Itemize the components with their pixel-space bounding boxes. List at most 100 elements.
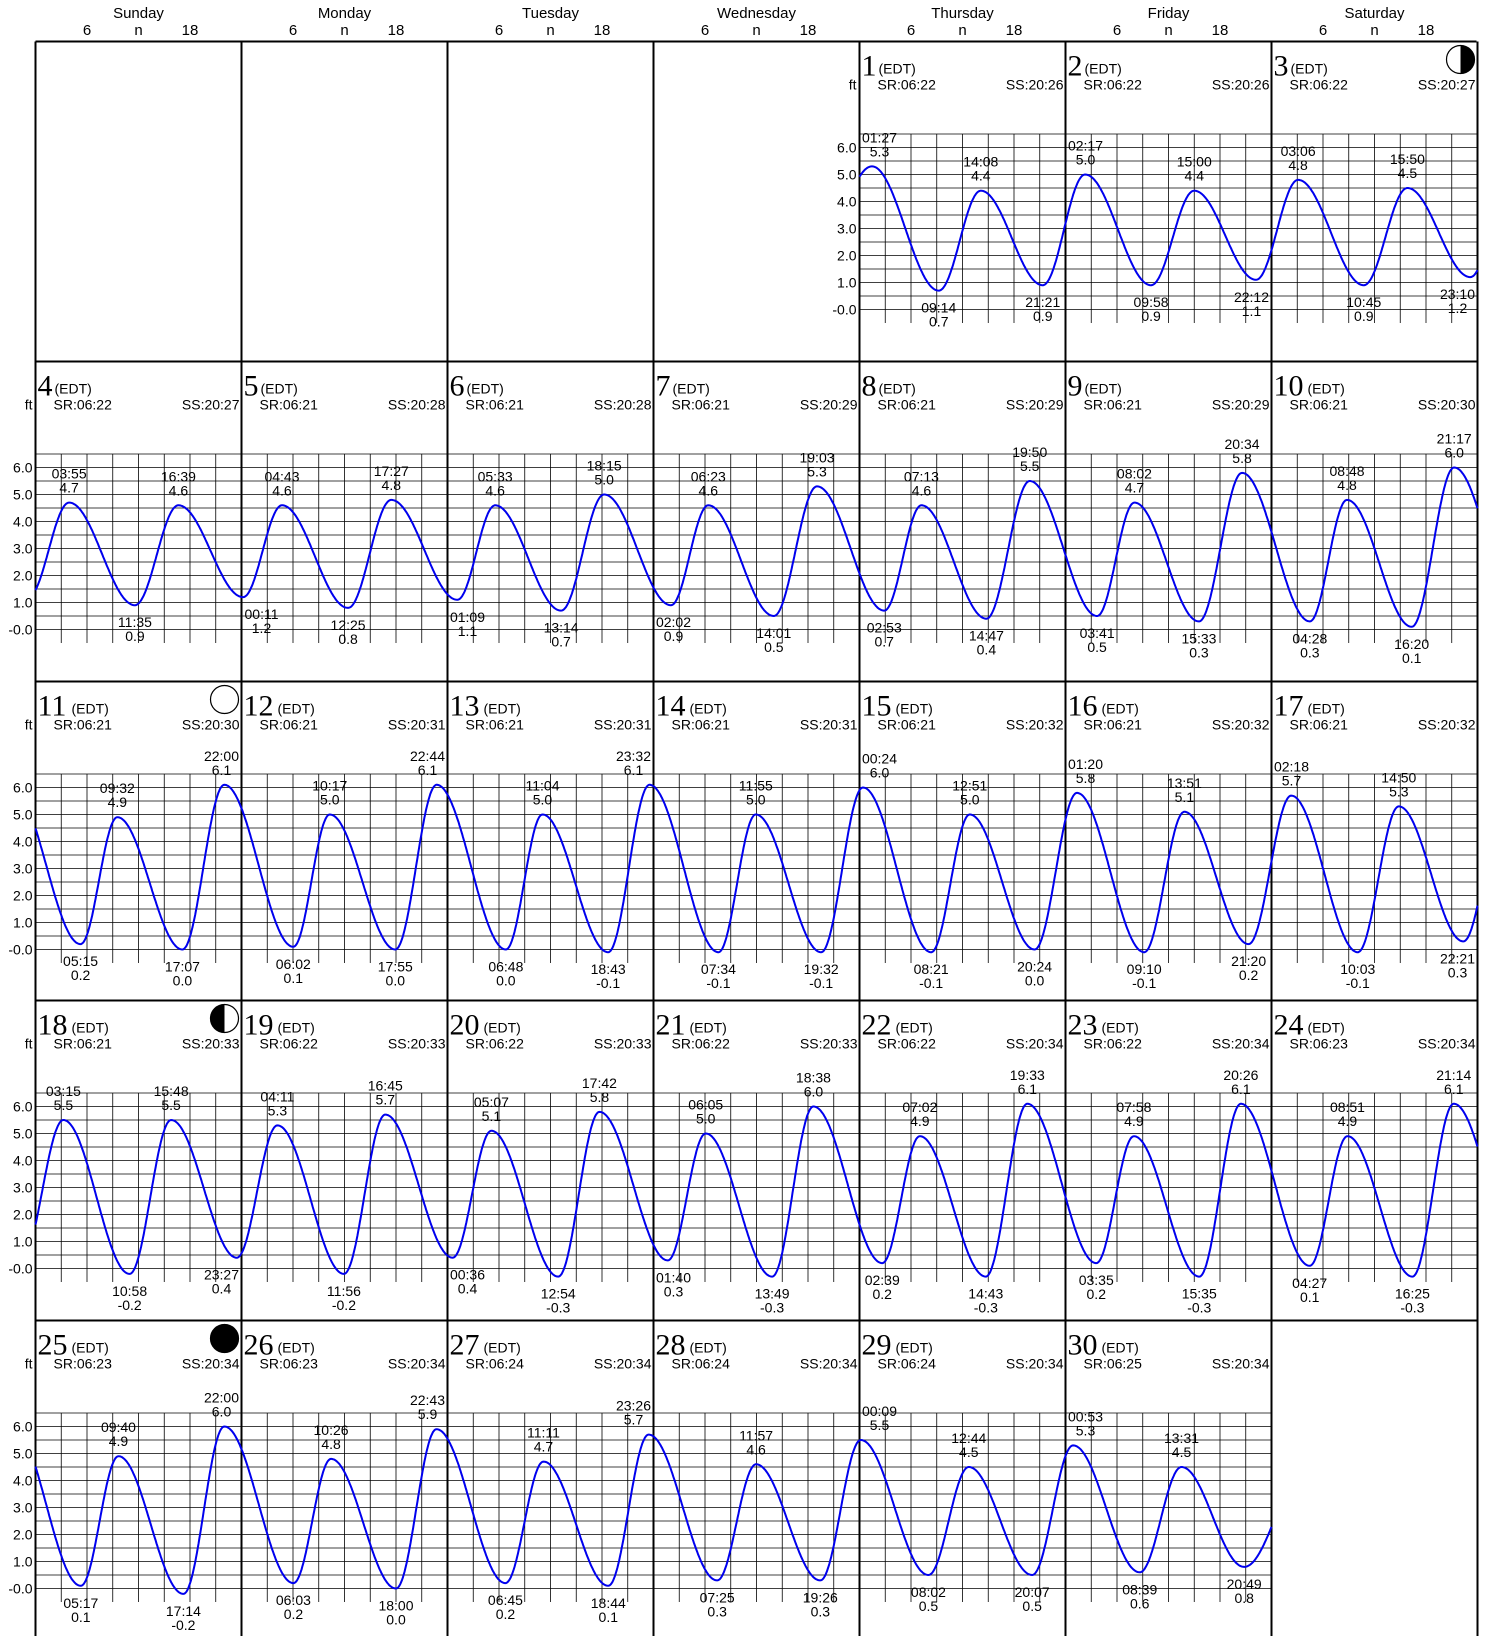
hour-tick-label: n — [752, 22, 760, 39]
day-cell-10: 10 (EDT)SR:06:21 SS:20:3004:280.308:484.81… — [1272, 370, 1478, 666]
high-tide-height: 4.8 — [321, 1436, 341, 1452]
sunset-time: SS:20:26 — [1006, 77, 1064, 93]
sunset-time: SS:20:30 — [1418, 397, 1476, 413]
sunrise-time: SR:06:22 — [54, 397, 113, 413]
hour-tick-label: n — [134, 22, 142, 39]
high-tide-height: 4.5 — [1172, 1444, 1192, 1460]
sunset-time: SS:20:31 — [594, 717, 652, 733]
low-tide-height: 0.3 — [811, 1603, 831, 1619]
low-tide-height: 0.3 — [707, 1603, 727, 1619]
high-tide-height: 5.7 — [1282, 773, 1302, 789]
sunrise-time: SR:06:22 — [878, 1036, 937, 1052]
timezone-label: (EDT) — [1085, 381, 1122, 397]
sunset-time: SS:20:34 — [1212, 1356, 1270, 1372]
day-cell-30: 30 (EDT)SR:06:25 SS:20:3400:535.308:390.61… — [1066, 1329, 1272, 1612]
timezone-label: (EDT) — [690, 701, 727, 717]
low-tide-height: 0.1 — [71, 1609, 91, 1625]
y-tick-label: 3.0 — [13, 1500, 33, 1516]
low-tide-height: -0.3 — [546, 1300, 570, 1316]
high-tide-height: 5.5 — [54, 1097, 74, 1113]
high-tide-height: 6.1 — [624, 762, 644, 778]
day-number: 3 — [1274, 50, 1289, 83]
sunrise-time: SR:06:21 — [672, 397, 731, 413]
y-tick-label: 1.0 — [13, 1234, 33, 1250]
low-tide-height: 0.1 — [1300, 1289, 1320, 1305]
timezone-label: (EDT) — [72, 701, 109, 717]
sunset-time: SS:20:33 — [182, 1036, 240, 1052]
timezone-label: (EDT) — [278, 1340, 315, 1356]
sunset-time: SS:20:28 — [594, 397, 652, 413]
sunrise-time: SR:06:24 — [672, 1356, 731, 1372]
hour-tick-label: 6 — [1113, 22, 1121, 39]
high-tide-height: 4.6 — [272, 482, 292, 498]
moon-new-icon — [211, 1325, 239, 1353]
hour-tick-label: n — [1164, 22, 1172, 39]
y-tick-label: 1.0 — [13, 595, 33, 611]
low-tide-height: 0.4 — [212, 1281, 232, 1297]
day-number: 6 — [450, 370, 465, 403]
day-cell-23: 23 (EDT)SR:06:22 SS:20:3403:350.207:584.91… — [1066, 1009, 1272, 1316]
sunset-time: SS:20:34 — [1006, 1356, 1064, 1372]
high-tide-height: 4.4 — [971, 168, 991, 184]
timezone-label: (EDT) — [896, 701, 933, 717]
timezone-label: (EDT) — [467, 381, 504, 397]
high-tide-height: 6.0 — [1444, 445, 1464, 461]
high-tide-height: 6.0 — [870, 765, 890, 781]
day-number: 4 — [38, 370, 53, 403]
timezone-label: (EDT) — [261, 381, 298, 397]
timezone-label: (EDT) — [879, 61, 916, 77]
high-tide-height: 5.9 — [418, 1406, 438, 1422]
low-tide-height: 0.1 — [1402, 650, 1422, 666]
y-tick-label: 2.0 — [837, 248, 857, 264]
low-tide-height: -0.1 — [1132, 975, 1156, 991]
high-tide-height: 5.8 — [1076, 770, 1096, 786]
y-tick-label: -0.0 — [8, 1581, 32, 1597]
y-tick-label: 4.0 — [13, 1473, 33, 1489]
sunset-time: SS:20:27 — [1418, 77, 1476, 93]
high-tide-height: 6.1 — [212, 762, 232, 778]
high-tide-height: 5.1 — [482, 1108, 502, 1124]
low-tide-height: 0.4 — [977, 642, 997, 658]
low-tide-height: 0.5 — [919, 1598, 939, 1614]
sunset-time: SS:20:34 — [800, 1356, 858, 1372]
sunset-time: SS:20:31 — [800, 717, 858, 733]
unit-label: ft — [25, 397, 33, 413]
low-tide-height: 0.7 — [551, 634, 571, 650]
sunrise-time: SR:06:24 — [878, 1356, 937, 1372]
unit-label: ft — [25, 1036, 33, 1052]
y-tick-label: 3.0 — [13, 541, 33, 557]
hour-tick-label: 18 — [388, 22, 405, 39]
sunset-time: SS:20:32 — [1006, 717, 1064, 733]
day-cell-5: 5 (EDT)SR:06:21 SS:20:2800:111.204:434.612… — [242, 370, 448, 647]
high-tide-height: 4.6 — [912, 482, 932, 498]
day-cell-12: 12 (EDT)SR:06:21 SS:20:3106:020.110:175.01… — [242, 690, 448, 989]
high-tide-height: 5.5 — [161, 1097, 181, 1113]
y-tick-label: 1.0 — [13, 1554, 33, 1570]
timezone-label: (EDT) — [673, 381, 710, 397]
y-tick-label: 4.0 — [13, 514, 33, 530]
hour-tick-label: 6 — [495, 22, 503, 39]
day-cell-18: 6.05.04.03.02.01.0-0.0ft18 (EDT)SR:06:21 S… — [8, 1005, 241, 1313]
low-tide-height: 0.0 — [386, 1612, 406, 1628]
low-tide-height: 0.5 — [1022, 1598, 1042, 1614]
low-tide-height: 0.0 — [1025, 973, 1045, 989]
high-tide-height: 5.0 — [320, 792, 340, 808]
sunrise-time: SR:06:23 — [1290, 1036, 1349, 1052]
low-tide-height: 0.2 — [873, 1286, 893, 1302]
high-tide-height: 5.3 — [807, 463, 827, 479]
timezone-label: (EDT) — [278, 701, 315, 717]
low-tide-height: 0.1 — [284, 970, 304, 986]
high-tide-height: 4.6 — [485, 482, 505, 498]
high-tide-height: 4.9 — [108, 794, 128, 810]
y-tick-label: 3.0 — [13, 1180, 33, 1196]
sunset-time: SS:20:27 — [182, 397, 240, 413]
y-tick-label: 2.0 — [13, 1207, 33, 1223]
high-tide-height: 4.5 — [959, 1444, 979, 1460]
hour-tick-label: 18 — [182, 22, 199, 39]
low-tide-height: 0.3 — [1448, 964, 1468, 980]
day-number: 5 — [244, 370, 259, 403]
moon-last-quarter-icon — [211, 1005, 239, 1033]
timezone-label: (EDT) — [484, 1020, 521, 1036]
low-tide-height: 1.2 — [252, 620, 272, 636]
